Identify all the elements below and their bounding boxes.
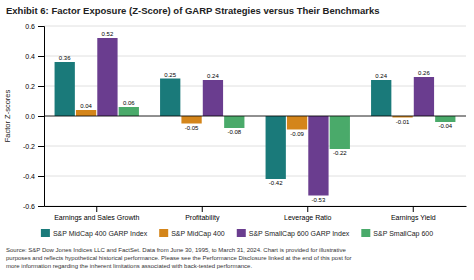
data-label: 0.04 — [80, 103, 92, 109]
y-axis-line — [38, 27, 45, 207]
bar — [414, 77, 434, 116]
y-tick: -0.4 — [23, 173, 44, 180]
y-tick-mark — [38, 26, 44, 27]
y-tick-mark — [38, 116, 44, 117]
data-label: -0.04 — [438, 123, 452, 129]
x-tick-label: Earnings and Sales Growth — [54, 214, 139, 222]
data-label: -0.22 — [333, 150, 347, 156]
legend-item: S&P MidCap 400 GARP Index — [41, 229, 148, 238]
x-tick-label: Earnings Yield — [391, 214, 436, 222]
y-tick-label: -0.2 — [23, 143, 35, 150]
bar — [97, 38, 117, 116]
x-tick: Leverage Ratio — [284, 206, 332, 222]
bar — [203, 80, 223, 116]
x-tick-mark — [202, 206, 203, 212]
grid-line — [44, 146, 466, 147]
x-tick-mark — [96, 206, 97, 212]
y-tick-mark — [38, 206, 44, 207]
y-tick-mark — [38, 146, 44, 147]
data-labels: 0.36 0.25 -0.42 0.24 0.04 -0.05 -0.09 -0.01 0.52… — [59, 31, 453, 203]
y-tick: 0.4 — [25, 53, 44, 60]
y-tick-label: 0.0 — [25, 113, 35, 120]
x-tick: Earnings Yield — [391, 206, 436, 222]
y-tick: 0.6 — [25, 23, 44, 30]
bar — [55, 62, 75, 116]
legend-swatch — [361, 229, 370, 237]
bar — [224, 116, 244, 128]
source-note: more information regarding the inherent … — [6, 263, 252, 269]
bar — [160, 79, 180, 117]
data-label: 0.25 — [164, 72, 176, 78]
data-label: -0.08 — [227, 129, 241, 135]
bar — [287, 116, 307, 130]
legend-item: S&P SmallCap 600 GARP Index — [237, 229, 350, 238]
data-label: -0.09 — [290, 131, 304, 137]
y-tick-label: -0.6 — [23, 203, 35, 210]
y-axis: -0.6 -0.4 -0.2 0.0 0.2 0.4 0.6 — [23, 23, 45, 210]
bar — [330, 116, 350, 149]
zero-line — [44, 116, 466, 117]
x-tick: Earnings and Sales Growth — [54, 206, 139, 222]
x-axis: Earnings and Sales Growth Profitability Le… — [45, 206, 467, 222]
bar — [308, 116, 328, 196]
grid-line — [44, 206, 466, 207]
y-tick-label: -0.4 — [23, 173, 35, 180]
grid-line — [44, 176, 466, 177]
source-note: Source: S&P Dow Jones Indices LLC and Fa… — [6, 247, 346, 253]
plot: 0.36 0.25 -0.42 0.24 0.04 -0.05 -0.09 -0.01 0.52… — [23, 23, 467, 222]
y-axis-title: Factor Z-scores — [3, 90, 12, 143]
bar — [119, 107, 139, 116]
legend-label: S&P MidCap 400 GARP Index — [53, 230, 148, 238]
y-tick-label: 0.4 — [25, 53, 35, 60]
data-label: -0.01 — [396, 119, 410, 125]
y-tick: -0.6 — [23, 203, 44, 210]
title: Exhibit 6: Factor Exposure (Z-Score) of … — [6, 5, 380, 16]
y-tick: 0.2 — [25, 83, 44, 90]
x-tick-label: Leverage Ratio — [284, 214, 332, 222]
x-axis-line — [45, 206, 467, 207]
data-label: 0.24 — [207, 73, 219, 79]
y-tick-mark — [38, 176, 44, 177]
legend-label: S&P SmallCap 600 — [373, 230, 433, 238]
bar — [181, 116, 201, 124]
legend-swatch — [41, 229, 50, 237]
y-tick: -0.2 — [23, 143, 44, 150]
x-tick-mark — [307, 206, 308, 212]
legend-label: S&P MidCap 400 — [171, 230, 225, 238]
bar — [435, 116, 455, 122]
chart: Exhibit 6: Factor Exposure (Z-Score) of … — [0, 0, 474, 280]
data-label: 0.26 — [418, 70, 430, 76]
y-tick-label: 0.2 — [25, 83, 35, 90]
bar — [266, 116, 286, 179]
data-label: -0.05 — [185, 125, 199, 131]
legend-item: S&P MidCap 400 — [159, 229, 225, 238]
legend-swatch — [237, 229, 246, 237]
data-label: -0.42 — [269, 180, 283, 186]
x-tick-label: Profitability — [185, 214, 220, 222]
y-tick: 0.0 — [25, 113, 44, 120]
source-note: purposes and reflects hypothetical histo… — [6, 255, 352, 261]
legend-item: S&P SmallCap 600 — [361, 229, 433, 238]
x-tick-mark — [413, 206, 414, 212]
bars — [55, 38, 456, 196]
data-label: 0.52 — [102, 31, 114, 37]
y-tick-mark — [38, 56, 44, 57]
data-label: -0.53 — [312, 197, 326, 203]
bar — [76, 110, 96, 116]
grid — [44, 26, 466, 206]
data-label: 0.24 — [375, 73, 387, 79]
legend-label: S&P SmallCap 600 GARP Index — [249, 230, 350, 238]
grid-line — [44, 116, 466, 117]
legend-swatch — [159, 229, 168, 237]
y-tick-mark — [38, 86, 44, 87]
grid-line — [44, 26, 466, 27]
data-label: 0.06 — [123, 100, 135, 106]
data-label: 0.36 — [59, 55, 71, 61]
bar — [371, 80, 391, 116]
x-tick: Profitability — [185, 206, 220, 222]
y-tick-label: 0.6 — [25, 23, 35, 30]
legend: S&P MidCap 400 GARP Index S&P MidCap 400 S… — [41, 229, 433, 238]
